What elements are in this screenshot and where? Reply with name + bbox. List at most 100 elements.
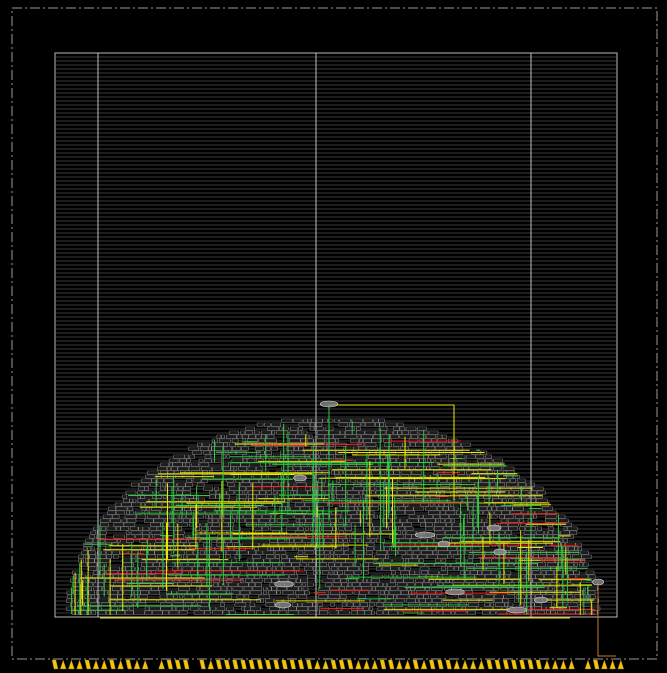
std-cell — [125, 610, 134, 615]
std-cell — [280, 450, 292, 455]
std-cell — [256, 422, 264, 427]
std-cell — [138, 482, 150, 487]
io-pin-icon — [199, 659, 206, 670]
std-cell — [141, 542, 151, 547]
std-cell — [506, 474, 514, 479]
std-cell — [247, 490, 260, 495]
std-cell — [226, 606, 234, 611]
std-cell — [141, 502, 145, 507]
std-cell — [351, 522, 361, 527]
std-cell — [196, 578, 201, 583]
std-cell — [393, 594, 397, 599]
std-cell — [359, 490, 363, 495]
std-cell — [147, 554, 157, 559]
std-cell — [405, 506, 414, 511]
std-cell — [315, 554, 325, 559]
std-cell — [354, 506, 358, 511]
std-cell — [145, 566, 158, 571]
std-cell — [98, 542, 107, 547]
std-cell — [351, 514, 363, 519]
std-cell — [232, 446, 241, 451]
std-cell — [567, 546, 575, 551]
std-cell — [398, 486, 410, 491]
io-pin-icon — [601, 659, 608, 670]
std-cell — [567, 602, 579, 607]
std-cell — [256, 598, 261, 603]
std-cell — [460, 598, 468, 603]
std-cell — [326, 454, 334, 459]
std-cell — [216, 550, 226, 555]
std-cell — [346, 466, 358, 471]
std-cell — [483, 510, 489, 515]
io-pin-icon — [584, 659, 592, 670]
std-cell — [396, 594, 409, 599]
std-cell — [482, 570, 491, 575]
std-cell — [223, 582, 229, 587]
std-cell — [297, 602, 303, 607]
std-cell — [178, 486, 183, 491]
std-cell — [438, 582, 444, 587]
io-pin-icon — [256, 659, 264, 670]
std-cell — [84, 554, 90, 559]
std-cell — [237, 442, 245, 447]
std-cell — [276, 518, 289, 523]
std-cell — [111, 586, 121, 591]
std-cell — [415, 466, 427, 471]
std-cell — [304, 550, 315, 555]
std-cell — [377, 606, 387, 611]
std-cell — [468, 534, 473, 539]
std-cell — [349, 478, 356, 483]
std-cell — [391, 466, 399, 471]
std-cell — [207, 594, 219, 599]
std-cell — [378, 418, 385, 423]
std-cell — [371, 490, 376, 495]
std-cell — [506, 494, 513, 499]
std-cell — [255, 442, 265, 447]
macro-icon — [293, 474, 307, 482]
std-cell — [231, 514, 237, 519]
io-pin-icon — [355, 659, 362, 670]
std-cell — [543, 538, 553, 543]
io-pin-icon — [568, 659, 575, 670]
std-cell — [487, 470, 493, 475]
std-cell — [141, 530, 150, 535]
std-cell — [430, 594, 437, 599]
std-cell — [481, 534, 492, 539]
std-cell — [387, 582, 396, 587]
std-cell — [484, 554, 494, 559]
std-cell — [551, 602, 555, 607]
std-cell — [167, 578, 173, 583]
std-cell — [330, 550, 334, 555]
std-cell — [479, 510, 483, 515]
std-cell — [167, 466, 171, 471]
io-pin-icon — [437, 659, 444, 670]
std-cell — [286, 526, 298, 531]
std-cell — [303, 418, 308, 423]
std-cell — [346, 534, 350, 539]
std-cell — [154, 542, 166, 547]
std-cell — [90, 530, 97, 535]
std-cell — [499, 538, 511, 543]
std-cell — [435, 458, 441, 463]
std-cell — [338, 518, 344, 523]
std-cell — [328, 562, 335, 567]
std-cell — [112, 554, 119, 559]
std-cell — [415, 598, 419, 603]
std-cell — [452, 534, 462, 539]
std-cell — [300, 506, 310, 511]
std-cell — [476, 606, 481, 611]
std-cell — [461, 442, 471, 447]
std-cell — [178, 586, 190, 591]
std-cell — [225, 578, 233, 583]
std-cell — [231, 438, 239, 443]
std-cell — [259, 490, 266, 495]
std-cell — [441, 458, 449, 463]
std-cell — [409, 538, 419, 543]
std-cell — [318, 586, 330, 591]
std-cell — [281, 558, 290, 563]
std-cell — [221, 586, 227, 591]
std-cell — [175, 526, 183, 531]
std-cell — [254, 430, 260, 435]
std-cell — [162, 610, 169, 615]
